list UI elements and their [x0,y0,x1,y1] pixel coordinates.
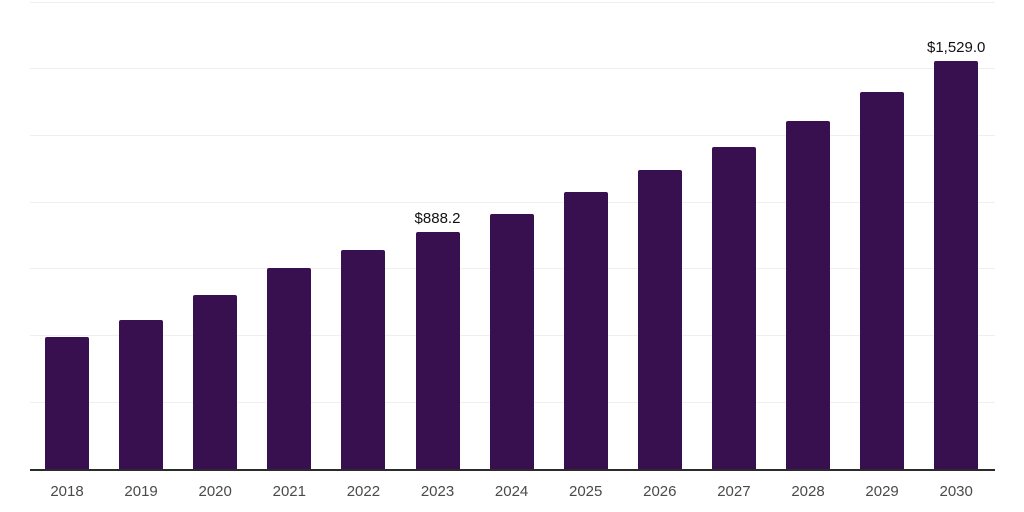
x-tick-label-2028: 2028 [791,483,825,500]
x-tick-label-2029: 2029 [865,483,899,500]
x-tick-label-2027: 2027 [717,483,751,500]
bar-2022 [341,249,386,469]
gridline-1750 [30,1,995,3]
bar-2019 [119,320,164,469]
bar-2027 [711,146,756,469]
data-label-2023: $888.2 [414,209,461,227]
bar-2028 [786,121,830,469]
bar-2023 [415,231,460,469]
x-tick-label-2022: 2022 [346,483,381,500]
x-tick-label-2024: 2024 [494,483,529,500]
gridline-1500 [30,68,995,70]
bar-2025 [563,192,608,469]
x-tick-label-2030: 2030 [939,483,973,500]
x-tick-label-2021: 2021 [272,483,306,500]
x-tick-label-2026: 2026 [643,483,677,500]
bar-2018 [45,336,89,469]
x-tick-label-2023: 2023 [420,483,455,500]
bar-2030 [934,60,979,469]
x-tick-label-2020: 2020 [198,483,232,500]
x-axis-line [30,469,995,471]
plot-area: $888.2 $1,529.0 [30,1,995,469]
data-label-2030: $1,529.0 [926,38,986,56]
bar-2021 [267,267,312,469]
bar-2024 [489,213,534,469]
x-tick-label-2025: 2025 [569,483,603,500]
x-tick-label-2018: 2018 [50,483,84,500]
x-tick-label-2019: 2019 [124,483,158,500]
bar-2026 [637,170,682,469]
gridline-1000 [30,201,995,203]
gridline-1250 [30,134,995,136]
bar-2020 [193,294,238,469]
bar-2029 [860,91,905,469]
